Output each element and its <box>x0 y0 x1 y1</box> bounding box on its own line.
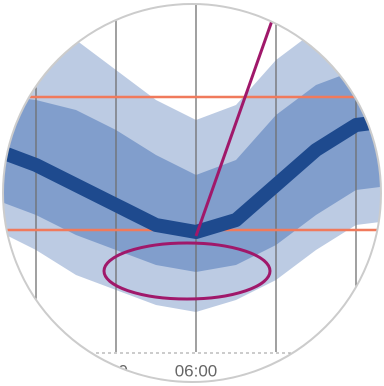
annotation-line <box>194 4 282 237</box>
band <box>3 65 381 272</box>
lens-border <box>2 3 382 383</box>
plot-area <box>3 4 381 352</box>
x-tick-label: 06:00 <box>175 361 218 380</box>
x-tick-label: :00 <box>104 361 128 380</box>
x-tick-label: 08 <box>267 361 286 380</box>
annotation-ellipse <box>102 241 272 301</box>
